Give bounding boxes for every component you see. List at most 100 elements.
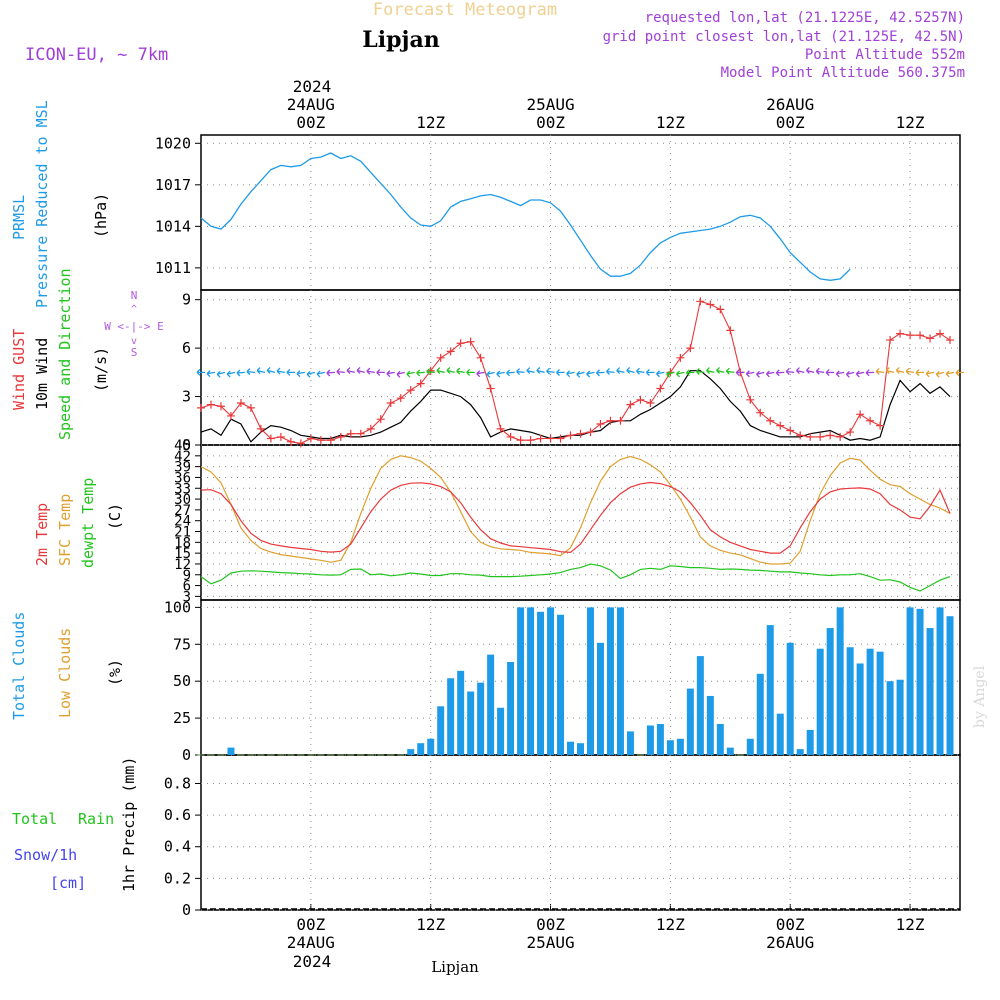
wind-gust-line bbox=[200, 300, 951, 444]
cloud-bar bbox=[247, 754, 255, 756]
cloud-bar bbox=[287, 754, 295, 756]
wind-direction-arrow bbox=[885, 367, 895, 374]
wind-direction-arrow bbox=[506, 369, 515, 377]
wind-direction-arrow bbox=[706, 367, 715, 374]
wind-direction-arrow bbox=[656, 370, 665, 378]
point-altitude: Point Altitude 552m bbox=[805, 47, 965, 63]
wind-gust-marker bbox=[776, 421, 785, 430]
chart-title: Forecast Meteogram bbox=[373, 0, 557, 20]
wind-direction-arrow bbox=[196, 368, 205, 376]
wind-direction-arrow bbox=[326, 369, 335, 377]
cloud-bar bbox=[596, 642, 604, 755]
pressure-tick-label: 1020 bbox=[155, 134, 191, 152]
wind-direction-arrow bbox=[206, 370, 216, 378]
wind-gust-marker bbox=[896, 329, 905, 338]
wind-gust-marker bbox=[216, 402, 225, 411]
precip-tick-label: 0.8 bbox=[164, 774, 191, 792]
temp-tick-label: 21 bbox=[174, 525, 191, 541]
wind-gust-marker bbox=[696, 297, 705, 306]
clouds-tick-label: 75 bbox=[173, 635, 191, 653]
low-clouds-label: Low Clouds bbox=[56, 628, 74, 718]
temp-tick-label: 18 bbox=[174, 535, 191, 551]
sfc-temp-line bbox=[200, 455, 951, 565]
temp-tick-label: 12 bbox=[174, 557, 191, 573]
wind-gust-marker bbox=[636, 395, 645, 404]
wind-gust-marker bbox=[406, 386, 415, 395]
cloud-bar bbox=[397, 754, 405, 756]
wind-direction-arrow bbox=[735, 369, 745, 377]
wind-gust-marker bbox=[496, 424, 505, 433]
cloud-bar bbox=[646, 725, 654, 755]
panel-frames bbox=[200, 134, 961, 911]
wind-gust-marker bbox=[786, 426, 795, 435]
wind-direction-arrow bbox=[616, 367, 625, 375]
cloud-bar bbox=[636, 754, 644, 756]
wind-gust-marker bbox=[226, 411, 235, 420]
wind-gust-marker bbox=[296, 439, 305, 448]
wind-gust-marker bbox=[336, 432, 345, 441]
clouds-unit-label: (%) bbox=[106, 659, 124, 686]
pressure-layer bbox=[200, 152, 851, 281]
wind-gust-marker bbox=[796, 431, 805, 440]
total-label: Total bbox=[12, 810, 57, 828]
wind-gust-marker bbox=[946, 336, 955, 345]
dewpt-temp-line bbox=[200, 563, 951, 592]
wind-direction-arrow bbox=[386, 370, 395, 378]
cloud-bar bbox=[746, 738, 754, 755]
wind-direction-arrow bbox=[436, 367, 445, 375]
bottom-date-label: 24AUG bbox=[287, 933, 335, 952]
wind-gust-marker bbox=[506, 432, 515, 441]
wind-gust-marker bbox=[616, 416, 625, 425]
wind-direction-arrow bbox=[676, 370, 685, 378]
cloud-bar bbox=[936, 607, 944, 755]
precip-tick-label: 0.6 bbox=[164, 806, 191, 824]
cloud-bar bbox=[766, 625, 774, 755]
cloud-bar bbox=[726, 747, 734, 755]
cloud-bar bbox=[806, 729, 814, 755]
temperature-layer bbox=[200, 455, 951, 592]
wind-gust-marker bbox=[826, 431, 835, 440]
cloud-bar bbox=[337, 754, 345, 756]
pressure-tick-label: 1014 bbox=[155, 217, 191, 235]
wind-gust-marker bbox=[316, 436, 325, 445]
wind-direction-arrow bbox=[805, 366, 815, 374]
cloud-bar bbox=[876, 651, 884, 755]
cloud-bar bbox=[586, 607, 594, 755]
location-title: Lipjan bbox=[362, 27, 439, 53]
wind-gust-marker bbox=[866, 416, 875, 425]
wind-direction-arrow bbox=[426, 368, 435, 376]
temp-tick-label: 36 bbox=[174, 470, 191, 486]
wind-direction-arrow bbox=[236, 369, 246, 377]
cloud-bar bbox=[846, 647, 854, 755]
temp-tick-label: 3 bbox=[183, 589, 191, 605]
pressure-unit-label: (hPa) bbox=[92, 193, 110, 238]
cloud-bar bbox=[946, 616, 954, 755]
wind-direction-arrow bbox=[825, 369, 835, 377]
model-altitude: Model Point Altitude 560.375m bbox=[721, 65, 965, 81]
bottom-year-label: 2024 bbox=[293, 952, 332, 971]
cloud-bar bbox=[716, 724, 724, 755]
wind-direction-arrow bbox=[606, 368, 615, 375]
temp-tick-label: 30 bbox=[174, 492, 191, 508]
cloud-bar bbox=[626, 731, 634, 755]
clouds-tick-label: 50 bbox=[173, 672, 191, 690]
rain-label: Rain bbox=[78, 810, 114, 828]
cloud-bar bbox=[527, 607, 535, 755]
wind-direction-arrow bbox=[666, 370, 675, 378]
wind-gust-marker bbox=[346, 429, 355, 438]
cloud-bar bbox=[896, 679, 904, 755]
wind-direction-arrow bbox=[296, 370, 305, 378]
wind-direction-arrow bbox=[376, 368, 385, 376]
wind-gust-marker bbox=[716, 305, 725, 314]
cloud-bar bbox=[407, 749, 415, 755]
wind-layer bbox=[196, 297, 965, 448]
wind-direction-arrow bbox=[695, 368, 705, 375]
precip-tick-label: 0.4 bbox=[164, 838, 191, 856]
cloud-bar bbox=[297, 754, 305, 756]
panel-frame-4 bbox=[200, 599, 961, 756]
wind-direction-arrow bbox=[306, 370, 316, 378]
wind-gust-marker bbox=[466, 337, 475, 346]
cloud-bar bbox=[906, 607, 914, 755]
cloud-bar bbox=[916, 608, 924, 755]
